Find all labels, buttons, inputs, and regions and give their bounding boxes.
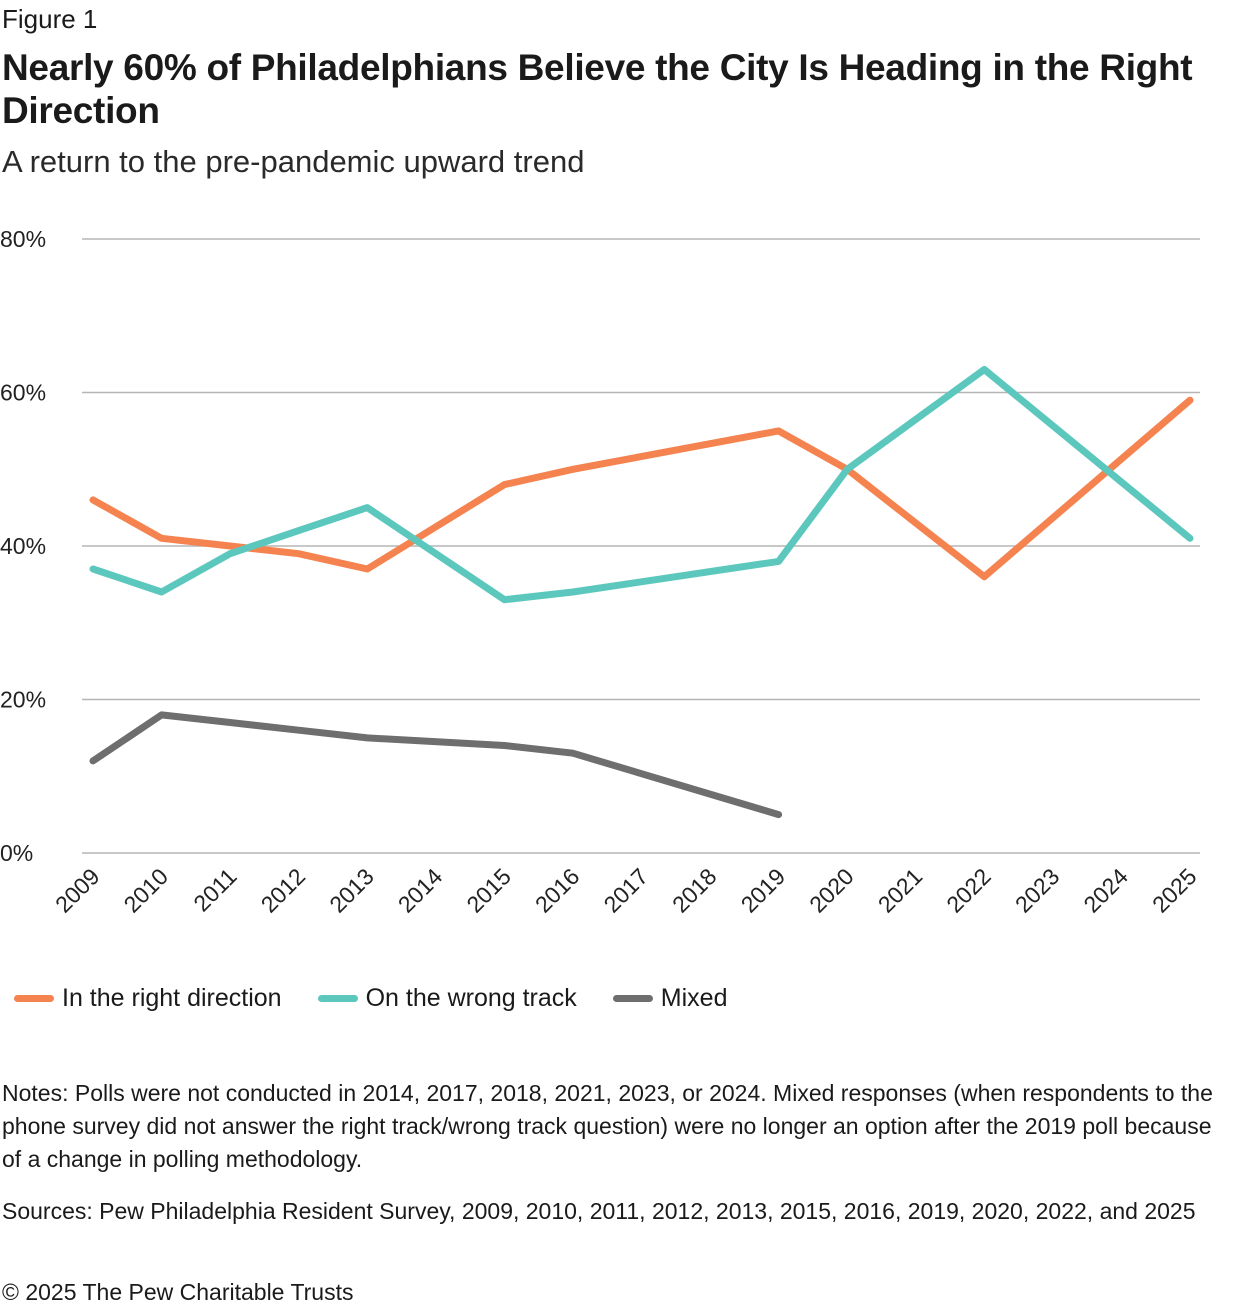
legend-item: Mixed — [612, 984, 728, 1013]
x-tick-label: 2023 — [1010, 863, 1065, 918]
x-tick-label: 2010 — [119, 863, 174, 918]
x-tick-label: 2019 — [736, 863, 791, 918]
legend-item: On the wrong track — [317, 984, 577, 1013]
x-tick-label: 2013 — [324, 863, 379, 918]
x-tick-label: 2015 — [461, 863, 516, 918]
chart-title: Nearly 60% of Philadelphians Believe the… — [2, 47, 1193, 131]
x-tick-label: 2017 — [598, 863, 653, 918]
series-line — [89, 366, 1194, 604]
x-tick-label: 2016 — [530, 863, 585, 918]
y-tick-label: 60% — [0, 380, 46, 406]
chart-notes: Notes: Polls were not conducted in 2014,… — [2, 1080, 1213, 1172]
y-tick-label: 40% — [0, 533, 46, 559]
y-tick-label: 20% — [0, 687, 46, 713]
x-tick-label: 2012 — [256, 863, 311, 918]
series-group — [89, 396, 1194, 581]
x-tick-label: 2024 — [1078, 863, 1133, 918]
legend-swatch — [14, 995, 54, 1002]
legend-item: In the right direction — [14, 984, 282, 1013]
x-tick-label: 2021 — [873, 863, 928, 918]
series-group — [89, 366, 1194, 604]
chart-subtitle: A return to the pre-pandemic upward tren… — [2, 144, 585, 179]
x-tick-label: 2009 — [50, 863, 105, 918]
legend-swatch — [612, 995, 653, 1002]
y-axis: 0% 20% 40% 60% 80% — [0, 226, 46, 866]
copyright: © 2025 The Pew Charitable Trusts — [2, 1279, 354, 1305]
series-group — [89, 711, 783, 819]
x-axis: 2009 2010 2011 2012 2013 2014 2015 2016 2017 2018… — [50, 863, 1202, 918]
x-tick-label: 2014 — [393, 863, 448, 918]
figure-label: Figure 1 — [2, 4, 98, 34]
series-line — [89, 396, 1194, 581]
series-line — [89, 711, 783, 819]
chart-sources: Sources: Pew Philadelphia Resident Surve… — [2, 1198, 1196, 1224]
x-tick-label: 2020 — [804, 863, 859, 918]
legend-label: On the wrong track — [365, 984, 577, 1012]
legend-swatch — [317, 995, 358, 1002]
x-tick-label: 2022 — [941, 863, 996, 918]
y-tick-label: 80% — [0, 226, 46, 252]
x-tick-label: 2025 — [1147, 863, 1202, 918]
x-tick-label: 2018 — [667, 863, 722, 918]
x-tick-label: 2011 — [188, 863, 241, 916]
y-tick-label: 0% — [0, 840, 33, 866]
gridlines — [82, 238, 1200, 854]
legend-label: In the right direction — [62, 984, 282, 1012]
legend: In the right direction On the wrong track… — [14, 984, 763, 1013]
line-chart: 0%20%40%60%80% 2009 2010 2011 2012 2013 2014 2… — [0, 226, 1202, 918]
series-lines — [89, 366, 1194, 819]
legend-label: Mixed — [660, 984, 728, 1012]
